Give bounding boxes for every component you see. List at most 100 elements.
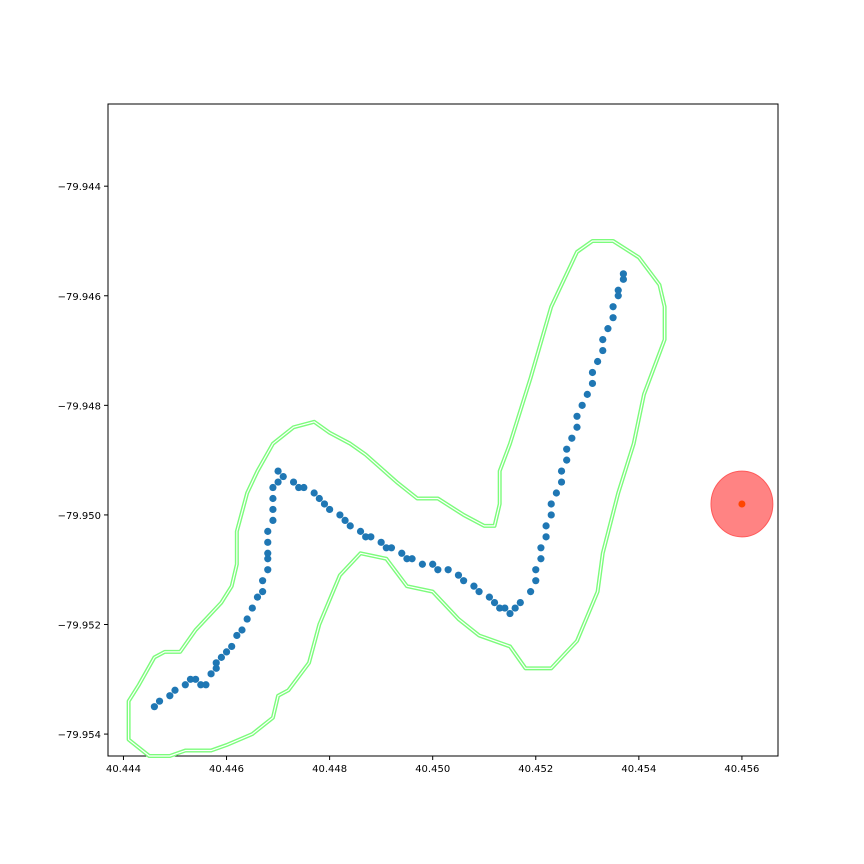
track-point: [269, 516, 277, 525]
track-point: [202, 681, 210, 689]
track-point: [470, 582, 478, 590]
track-point: [289, 478, 298, 486]
track-point: [212, 664, 220, 672]
track-point: [326, 505, 334, 514]
track-point: [557, 467, 566, 475]
track-point: [563, 445, 571, 453]
corridor-outline: [126, 238, 667, 758]
track-point: [547, 511, 555, 519]
track-point: [594, 357, 602, 366]
y-axis-ticks: −79.944 −79.946 −79.948 −79.950 −79.952 −79.9…: [58, 182, 108, 741]
track-point: [346, 522, 354, 530]
track-point: [253, 593, 262, 601]
track-point: [516, 598, 524, 607]
x-tick-label: 40.448: [312, 764, 347, 775]
track-point: [295, 483, 303, 492]
track-point: [197, 681, 205, 689]
track-point: [279, 472, 287, 481]
track-point: [454, 571, 463, 579]
track-point: [599, 346, 607, 355]
corridor-layer: [126, 238, 667, 758]
track-point: [532, 566, 540, 574]
track-points: [150, 270, 627, 711]
track-point: [568, 434, 576, 442]
track-point: [336, 511, 344, 519]
y-tick-label: −79.950: [58, 511, 101, 522]
track-point: [475, 588, 483, 596]
track-point: [341, 516, 349, 525]
track-point: [356, 527, 365, 535]
track-point: [310, 489, 318, 497]
track-point: [573, 412, 581, 420]
track-point: [166, 692, 174, 700]
track-point: [320, 500, 329, 508]
track-point: [233, 631, 241, 640]
track-point: [588, 379, 597, 388]
track-point: [264, 566, 272, 574]
track-point: [212, 659, 220, 667]
plot-area: [107, 103, 779, 758]
track-point: [238, 626, 246, 634]
track-point: [186, 675, 195, 683]
target-marker: [710, 470, 774, 538]
track-point: [434, 566, 442, 574]
track-point: [171, 686, 179, 694]
y-tick-label: −79.952: [58, 621, 101, 632]
x-tick-label: 40.444: [106, 764, 141, 775]
track-point: [614, 286, 622, 294]
track-point: [537, 555, 545, 563]
track-point: [398, 549, 406, 557]
track-point: [315, 494, 323, 503]
x-tick-label: 40.456: [724, 764, 759, 775]
track-point: [228, 642, 236, 651]
track-point: [578, 401, 586, 409]
track-point: [418, 560, 426, 568]
track-point: [259, 577, 267, 585]
track-point: [300, 483, 308, 492]
track-point: [511, 604, 519, 612]
track-point: [444, 566, 452, 574]
track-point: [619, 275, 627, 283]
track-point: [248, 604, 256, 612]
axes-frame: [107, 103, 779, 757]
track-point: [609, 314, 617, 322]
y-tick-label: −79.944: [58, 182, 101, 193]
track-point: [619, 270, 627, 278]
track-point: [547, 500, 555, 508]
track-point: [429, 560, 437, 568]
track-point: [377, 538, 385, 546]
track-point: [588, 368, 597, 377]
track-point: [490, 598, 499, 607]
track-point: [532, 577, 540, 585]
track-point: [382, 544, 390, 552]
x-tick-label: 40.452: [518, 764, 553, 775]
track-point: [264, 555, 272, 563]
track-point: [264, 549, 272, 557]
track-point: [573, 423, 581, 431]
track-point: [367, 533, 375, 541]
track-point: [583, 390, 591, 398]
track-point: [496, 604, 504, 612]
x-tick-label: 40.454: [621, 764, 656, 775]
track-point: [192, 675, 200, 683]
track-point: [243, 615, 251, 623]
y-tick-label: −79.954: [58, 730, 101, 741]
track-point: [537, 544, 545, 552]
track-point: [269, 505, 277, 514]
track-point: [217, 653, 225, 661]
track-point: [557, 478, 566, 486]
track-point: [362, 533, 370, 541]
track-point: [259, 588, 267, 596]
track-point: [501, 604, 509, 612]
track-point: [150, 703, 158, 711]
track-point: [542, 522, 550, 530]
track-point: [155, 697, 164, 705]
track-point: [609, 303, 617, 311]
track-point: [274, 478, 282, 486]
track-point: [599, 335, 607, 344]
track-point: [614, 292, 622, 300]
track-point: [485, 593, 493, 601]
track-point: [408, 555, 416, 563]
x-tick-label: 40.446: [209, 764, 244, 775]
